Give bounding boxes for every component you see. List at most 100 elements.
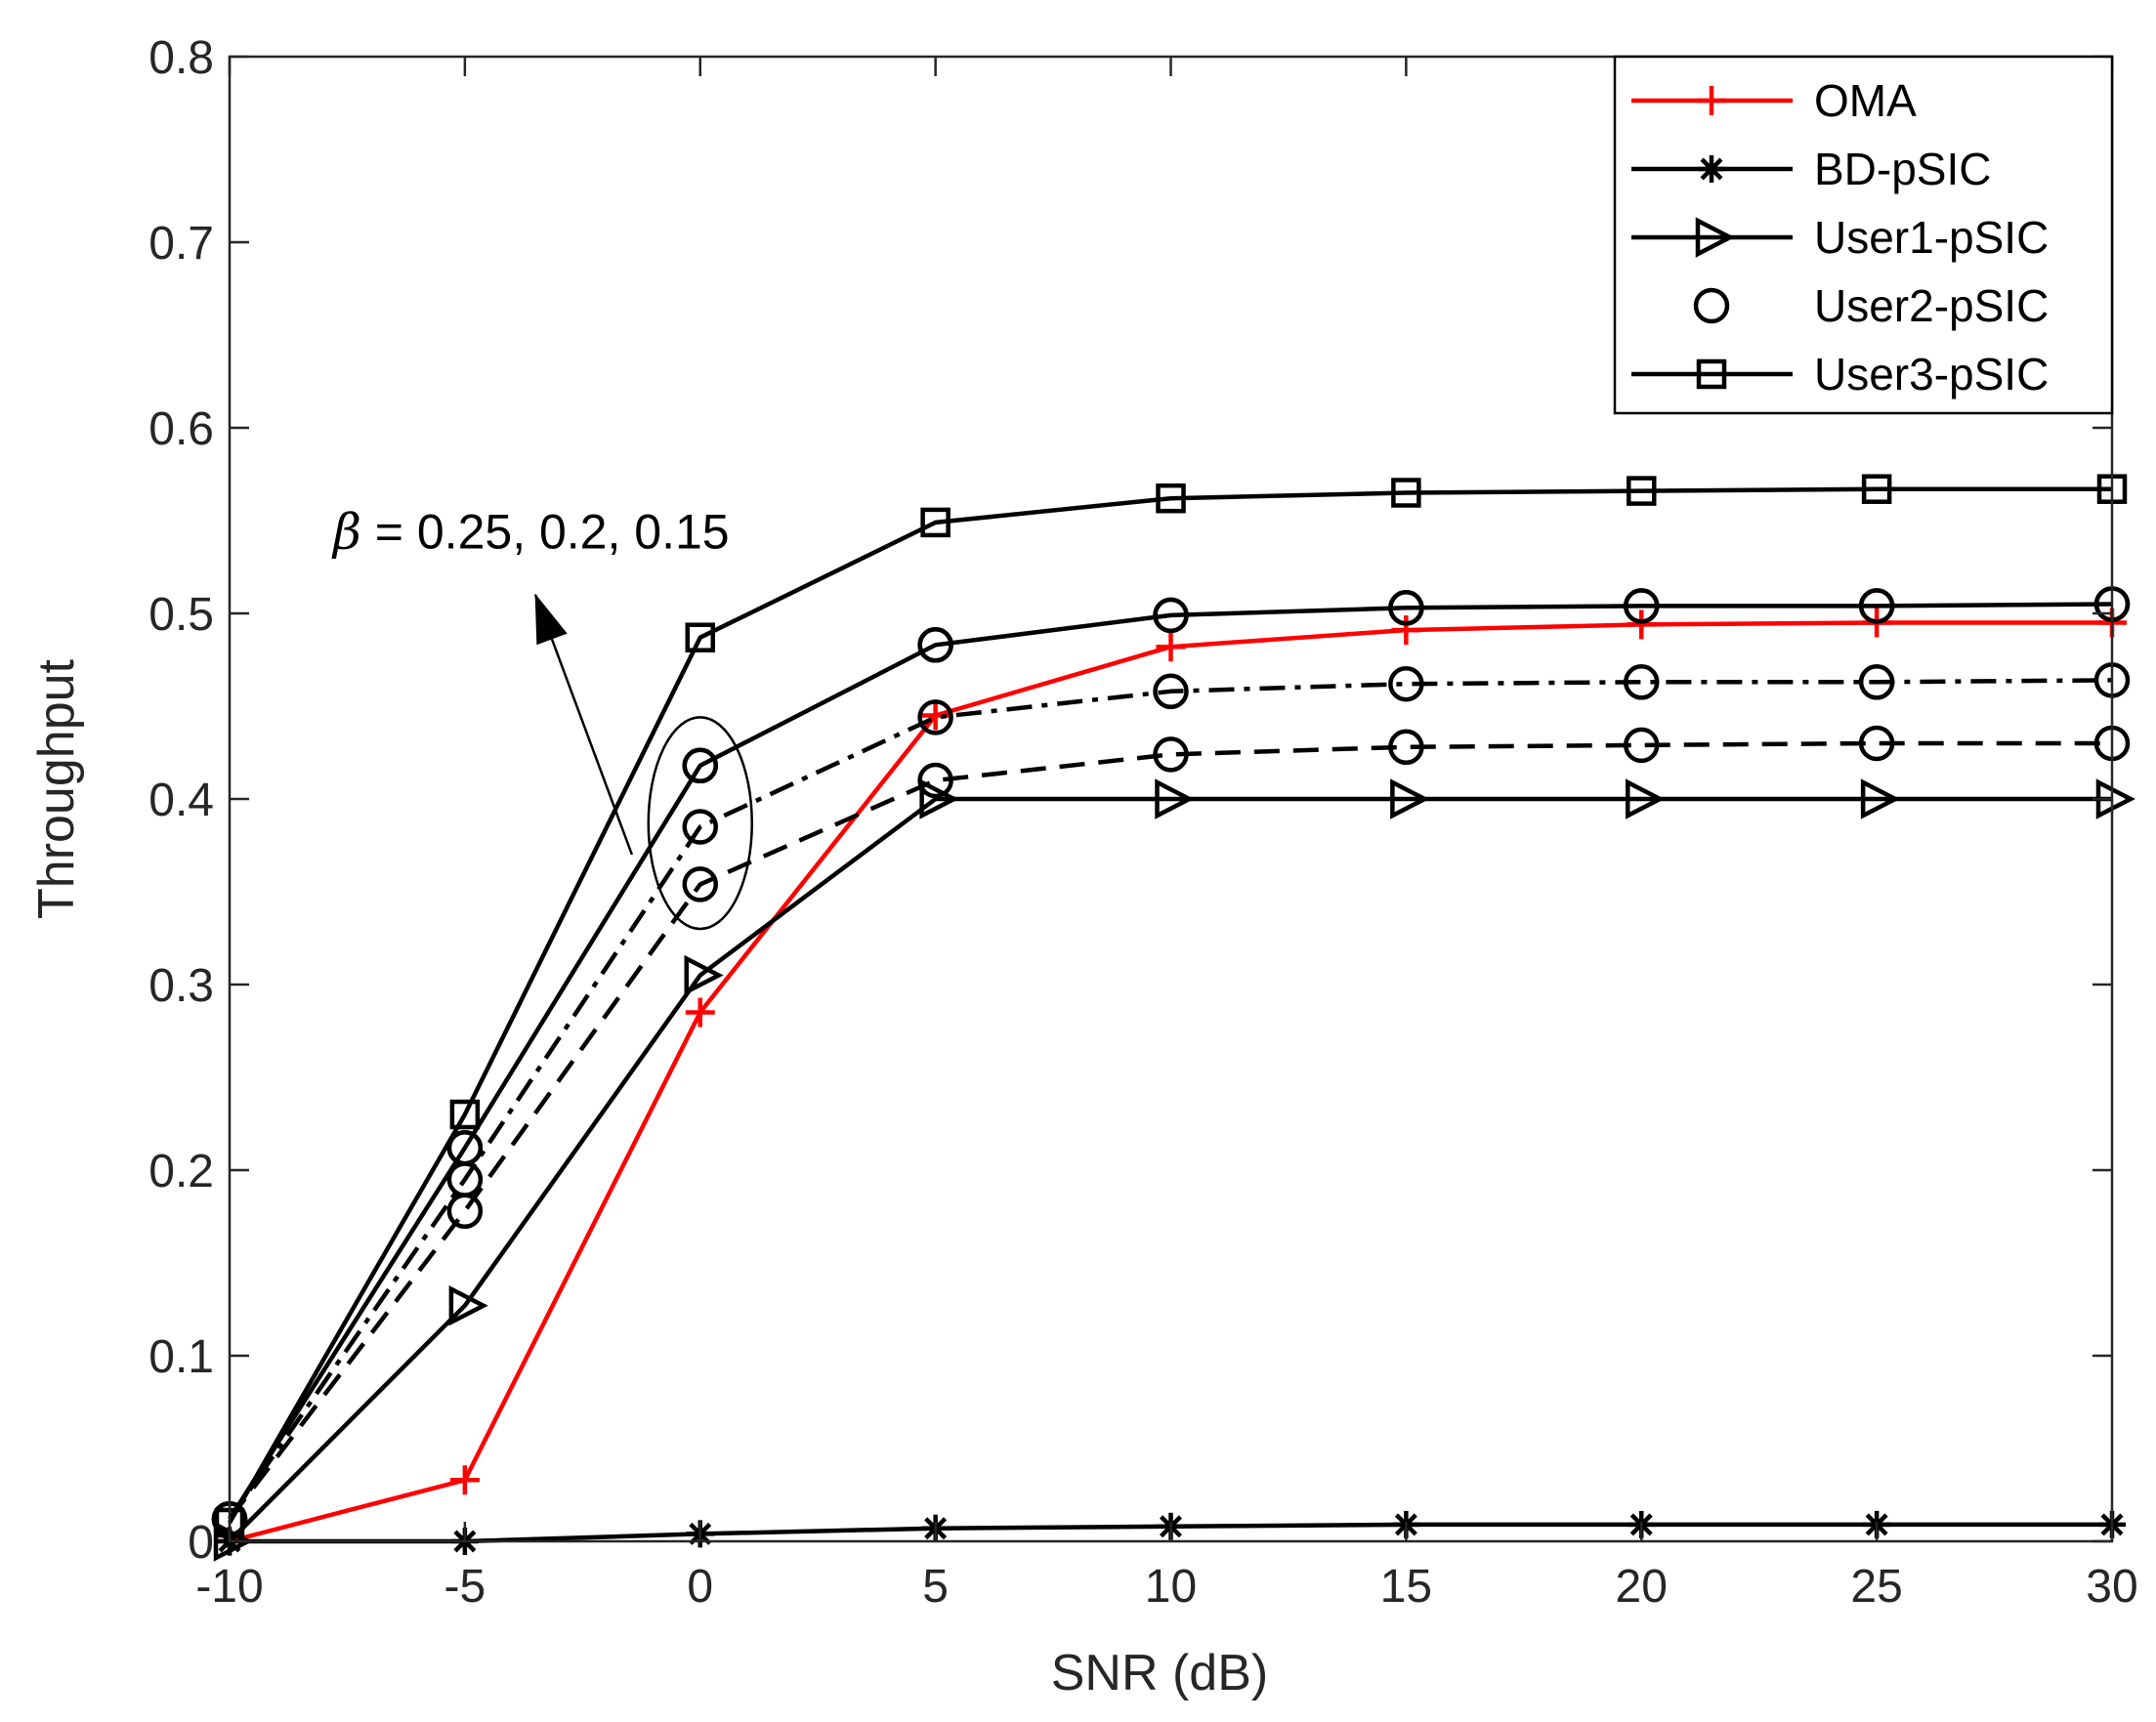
legend-item-user3-psic-label: User3-pSIC xyxy=(1814,349,2049,399)
series-user2-psic-beta-0-2-point-shape xyxy=(682,809,718,845)
legend-item-user1-psic-label: User1-pSIC xyxy=(1814,212,2049,263)
series-user1-psic-point xyxy=(684,954,724,996)
series-user2-psic-beta-0-15-point-shape xyxy=(917,762,953,799)
y-tick-label: 0 xyxy=(188,1517,214,1569)
legend-item-bd-psic-marker-stroke xyxy=(1700,157,1723,181)
series-user2-psic-beta-0-2-point xyxy=(1624,664,1660,700)
series-user3-psic-point-shape xyxy=(1861,474,1892,504)
x-tick-label: 10 xyxy=(1145,1561,1197,1613)
series-user2-psic-beta-0-25-point-shape xyxy=(1624,588,1660,624)
series-user3-psic-point xyxy=(449,1099,481,1130)
series-user2-psic-beta-0-15-point xyxy=(446,1193,484,1230)
y-tick-label: 0.8 xyxy=(148,32,214,84)
legend-item-bd-psic: BD-pSIC xyxy=(1631,144,1991,194)
x-tick-label: 15 xyxy=(1380,1561,1432,1613)
x-tick-label: 5 xyxy=(922,1561,949,1613)
annotation-ellipse xyxy=(647,716,753,931)
series-user2-psic-beta-0-2-point-shape xyxy=(1153,673,1189,710)
annotation-beta-symbol: β xyxy=(331,504,361,561)
series-user2-psic-beta-0-25-point-shape xyxy=(917,627,953,663)
series-user1-psic-point-shape xyxy=(919,778,959,819)
series-user2-psic-beta-0-2-point-shape xyxy=(1388,665,1424,702)
x-tick-label: 0 xyxy=(687,1561,713,1613)
series-user2-psic-beta-0-25-point xyxy=(1858,588,1895,624)
legend-item-user1-psic: User1-pSIC xyxy=(1631,212,2049,263)
series-user2-psic-beta-0-25-point xyxy=(917,627,953,663)
series-user3-psic-point xyxy=(1391,478,1421,508)
series-user3-psic-point-shape xyxy=(1156,483,1186,514)
series-user1-psic-line xyxy=(228,796,2112,1543)
series-oma-point xyxy=(1627,609,1657,640)
annotation-layer: β = 0.25, 0.2, 0.15 xyxy=(331,504,753,931)
y-tick-label: 0.5 xyxy=(148,589,214,641)
series-user2-psic-beta-0-15-point xyxy=(1388,729,1424,766)
series-user3-psic-point xyxy=(685,622,715,652)
x-tick-label: -10 xyxy=(195,1561,263,1613)
series-user2-psic-beta-0-15-point xyxy=(682,866,718,903)
series-user2-psic-beta-0-25-point xyxy=(1624,588,1660,624)
series-user2-psic-beta-0-15-point xyxy=(1624,727,1660,764)
x-tick-label: 30 xyxy=(2086,1561,2137,1613)
series-user2-psic-beta-0-25-point xyxy=(1153,597,1189,634)
series-user1-psic-point xyxy=(1155,778,1195,819)
series-user2-psic-beta-0-25-point-shape xyxy=(1388,590,1424,626)
y-tick-label: 0.3 xyxy=(148,960,214,1012)
series-user2-psic-beta-0-25-point-shape xyxy=(682,747,718,784)
series-user1-psic-point-shape xyxy=(684,954,724,996)
series-user2-psic-beta-0-2-point xyxy=(682,809,718,845)
series-user3-psic-point-shape xyxy=(1627,476,1657,506)
x-tick-label: -5 xyxy=(444,1561,486,1613)
series-user2-psic-beta-0-15-point-shape xyxy=(1153,736,1189,773)
series-user2-psic-beta-0-15-point xyxy=(1153,736,1189,773)
series-user3-psic-point-shape xyxy=(449,1099,481,1130)
legend-item-user3-psic: User3-pSIC xyxy=(1631,349,2049,399)
series-user3-psic-point-shape xyxy=(920,507,951,538)
series-user1-psic-point-shape xyxy=(1860,778,1901,819)
legend-item-oma: OMA xyxy=(1631,75,1917,126)
series-user3-psic-point xyxy=(1861,474,1892,504)
series-user2-psic-beta-0-15-point-shape xyxy=(1624,727,1660,764)
series-oma-point xyxy=(1156,632,1186,662)
legend-item-user2-psic: User2-pSIC xyxy=(1693,280,2049,331)
series-user2-psic-beta-0-2-point xyxy=(917,699,953,735)
legend-item-user2-psic-marker xyxy=(1693,287,1730,324)
legend-item-user2-psic-label: User2-pSIC xyxy=(1814,280,2049,331)
series-user2-psic-beta-0-15-point xyxy=(1858,725,1895,762)
series-user1-psic-point xyxy=(1390,778,1430,819)
x-tick-label: 25 xyxy=(1850,1561,1902,1613)
series-user1-psic-point-shape xyxy=(1155,778,1195,819)
series-user3-psic-point xyxy=(1156,483,1186,514)
annotation-values: = 0.25, 0.2, 0.15 xyxy=(361,505,730,560)
series-user1-psic-point-shape xyxy=(1626,778,1666,819)
series-user2-psic-beta-0-15-point xyxy=(917,762,953,799)
annotation-text: β = 0.25, 0.2, 0.15 xyxy=(331,504,730,561)
annotation-arrow-head xyxy=(534,593,568,646)
series-oma-point xyxy=(449,1465,480,1495)
series-user2-psic-beta-0-2-point-shape xyxy=(1624,664,1660,700)
legend: OMA BD-pSIC User1-pSIC User2-pSIC User3-pSIC xyxy=(1613,55,2114,415)
series-user3-psic-point-shape xyxy=(685,622,715,652)
series-user2-psic-beta-0-2-point xyxy=(1858,664,1895,700)
series-user3-psic-point xyxy=(920,507,951,538)
series-user3-psic-line xyxy=(228,486,2112,1525)
series-user2-psic-beta-0-25-point xyxy=(1388,590,1424,626)
y-axis-title: Throughput xyxy=(28,658,85,919)
series-user2-psic-beta-0-15-line xyxy=(228,740,2112,1521)
series-user1-psic-point xyxy=(1860,778,1901,819)
x-tick-label: 20 xyxy=(1616,1561,1668,1613)
series-user2-psic-beta-0-15-point-shape xyxy=(446,1193,484,1230)
series-user2-psic-beta-0-15-point-shape xyxy=(1858,725,1895,762)
y-tick-label: 0.6 xyxy=(148,403,214,455)
series-user2-psic-beta-0-2-point-shape xyxy=(1858,664,1895,700)
series-user3-psic-point-shape xyxy=(1391,478,1421,508)
series-user1-psic-point xyxy=(919,778,959,819)
series-user1-psic-point xyxy=(448,1285,488,1326)
legend-item-bd-psic-label: BD-pSIC xyxy=(1814,144,1991,194)
legend-item-oma-marker xyxy=(1697,86,1726,115)
series-user1-psic-point xyxy=(1626,778,1666,819)
legend-item-user3-psic-marker-shape xyxy=(1696,358,1727,390)
series-user3-psic-point xyxy=(1627,476,1657,506)
legend-item-oma-label: OMA xyxy=(1814,75,1917,126)
series-user1-psic-point-shape xyxy=(448,1285,488,1326)
